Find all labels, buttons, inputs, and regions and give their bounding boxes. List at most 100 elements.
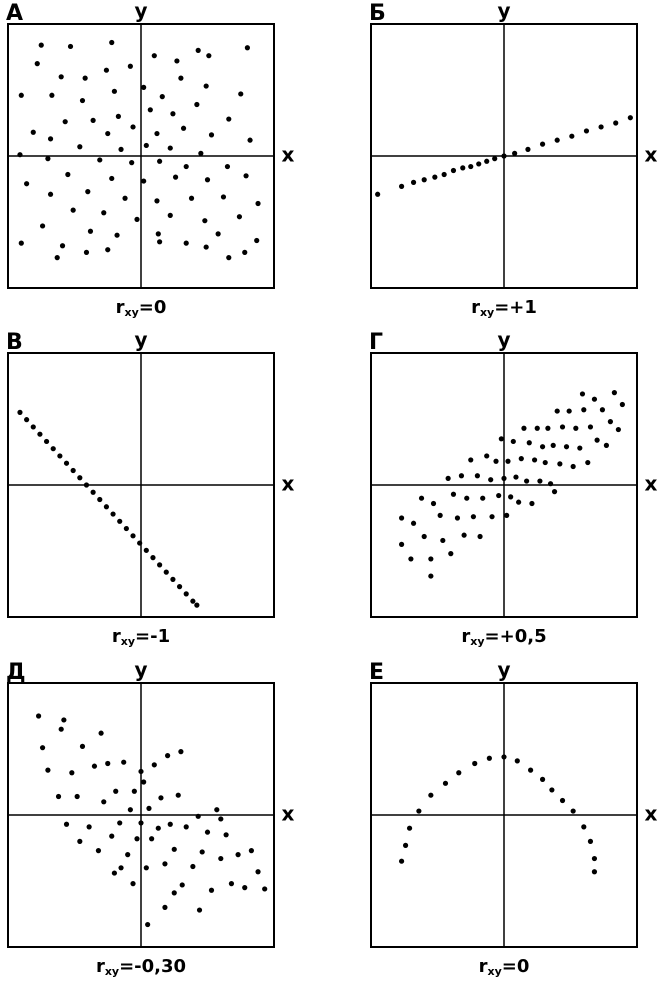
point: [125, 852, 131, 858]
point: [557, 461, 563, 467]
point: [484, 158, 490, 164]
point: [170, 576, 176, 582]
point: [101, 210, 107, 216]
point: [141, 779, 147, 785]
point: [477, 533, 483, 540]
point: [58, 74, 64, 80]
point: [528, 767, 534, 773]
point: [35, 713, 42, 719]
point: [98, 730, 104, 736]
caption-symbol: r: [461, 626, 470, 647]
panel-letter: В: [6, 330, 23, 355]
point: [573, 425, 579, 431]
point: [539, 141, 546, 147]
point: [61, 717, 67, 723]
point: [90, 117, 96, 123]
point: [577, 445, 583, 451]
point: [190, 863, 196, 870]
point: [117, 518, 123, 524]
y-axis-label: y: [134, 328, 147, 352]
point: [445, 475, 451, 481]
point: [18, 240, 24, 246]
point: [398, 858, 405, 864]
point: [155, 825, 161, 831]
point: [24, 181, 30, 187]
point: [551, 489, 558, 495]
point: [430, 500, 437, 507]
point: [162, 861, 168, 867]
point: [65, 171, 71, 178]
point: [37, 431, 43, 437]
point: [204, 829, 211, 835]
point: [524, 478, 530, 484]
point: [59, 243, 66, 249]
point: [43, 438, 50, 445]
point: [619, 401, 625, 408]
point: [496, 492, 502, 499]
x-axis-label: x: [645, 143, 658, 167]
point: [442, 780, 449, 786]
point: [203, 83, 209, 89]
point: [77, 838, 83, 845]
x-axis-label: x: [282, 802, 295, 826]
y-axis-label: y: [497, 658, 510, 682]
point: [460, 165, 466, 171]
point: [195, 813, 201, 819]
point: [224, 163, 231, 170]
point: [122, 195, 128, 201]
point: [398, 541, 405, 548]
point: [141, 84, 147, 90]
point: [157, 239, 163, 245]
caption-value: =-0,30: [119, 956, 186, 977]
point: [147, 107, 153, 113]
x-axis-label: x: [282, 472, 295, 496]
point: [74, 793, 80, 800]
point: [531, 457, 538, 463]
point: [539, 776, 546, 782]
point: [421, 533, 427, 540]
point: [103, 67, 110, 73]
point: [255, 200, 261, 207]
point: [534, 425, 540, 431]
point: [501, 475, 507, 481]
point: [157, 562, 163, 568]
point: [204, 177, 211, 183]
point: [109, 39, 115, 46]
point: [587, 838, 594, 845]
point: [518, 456, 524, 462]
point: [510, 438, 516, 445]
point: [489, 514, 495, 520]
point: [105, 247, 111, 253]
point: [70, 467, 76, 474]
point: [101, 799, 107, 805]
y-axis-label: y: [134, 0, 147, 23]
point: [542, 459, 548, 466]
point: [97, 496, 103, 503]
point: [472, 760, 478, 767]
point: [180, 125, 187, 131]
point: [194, 101, 200, 108]
y-axis-label: y: [134, 658, 147, 682]
caption-value: =+1: [494, 297, 537, 318]
point: [583, 128, 590, 134]
point: [50, 446, 56, 452]
point: [175, 792, 181, 798]
point: [554, 137, 560, 143]
point: [599, 407, 606, 413]
point: [569, 133, 575, 139]
point: [375, 191, 381, 197]
point: [151, 762, 157, 768]
point: [67, 43, 74, 50]
point: [581, 407, 587, 413]
point: [410, 520, 417, 526]
point: [39, 223, 46, 229]
point: [521, 425, 527, 431]
point: [598, 124, 604, 130]
point: [591, 396, 598, 402]
point: [105, 130, 111, 137]
point: [87, 228, 94, 234]
caption: rxy=-0,30: [96, 956, 186, 978]
